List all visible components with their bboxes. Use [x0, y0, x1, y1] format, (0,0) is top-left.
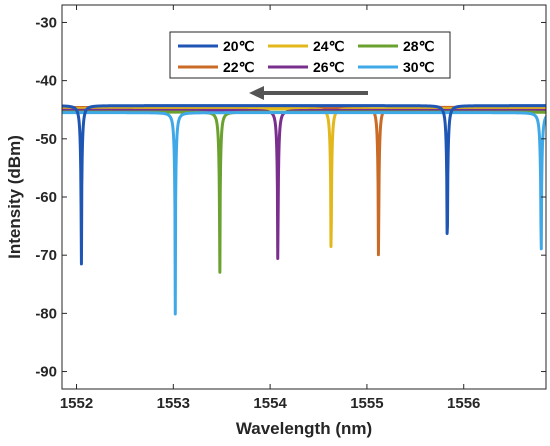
legend-box	[169, 31, 451, 79]
x-tick-label: 1555	[350, 395, 383, 412]
legend-label: 28℃	[403, 38, 435, 54]
y-tick-label: -50	[35, 131, 57, 148]
y-tick-label: -30	[35, 14, 57, 31]
y-tick-label: -90	[35, 364, 57, 381]
x-axis-label: Wavelength (nm)	[236, 419, 372, 438]
shift-arrow	[249, 86, 368, 100]
x-tick-label: 1553	[157, 395, 190, 412]
series-line	[62, 107, 546, 248]
y-tick-label: -60	[35, 189, 57, 206]
x-axis: 1552 1553 1554 1555 1556	[60, 5, 480, 412]
y-tick-label: -80	[35, 305, 57, 322]
legend-label: 24℃	[313, 38, 345, 54]
y-axis-label: Intensity (dBm)	[5, 135, 24, 259]
x-tick-label: 1556	[447, 395, 480, 412]
y-axis: -30 -40 -50 -60 -70 -80 -90	[35, 14, 546, 381]
legend-label: 20℃	[223, 38, 255, 54]
series-line	[62, 108, 546, 260]
legend-label: 22℃	[223, 59, 255, 75]
y-tick-label: -40	[35, 73, 57, 90]
x-tick-label: 1552	[60, 395, 93, 412]
series-line	[62, 104, 546, 266]
legend-label: 26℃	[313, 59, 345, 75]
x-tick-label: 1554	[253, 395, 287, 412]
arrow-head	[249, 86, 264, 100]
legend: 20℃ 22℃ 24℃ 26℃ 28℃ 30℃	[169, 31, 451, 79]
series-line	[62, 111, 546, 316]
y-tick-label: -70	[35, 247, 57, 264]
series-lines	[62, 104, 546, 316]
legend-label: 30℃	[403, 59, 435, 75]
